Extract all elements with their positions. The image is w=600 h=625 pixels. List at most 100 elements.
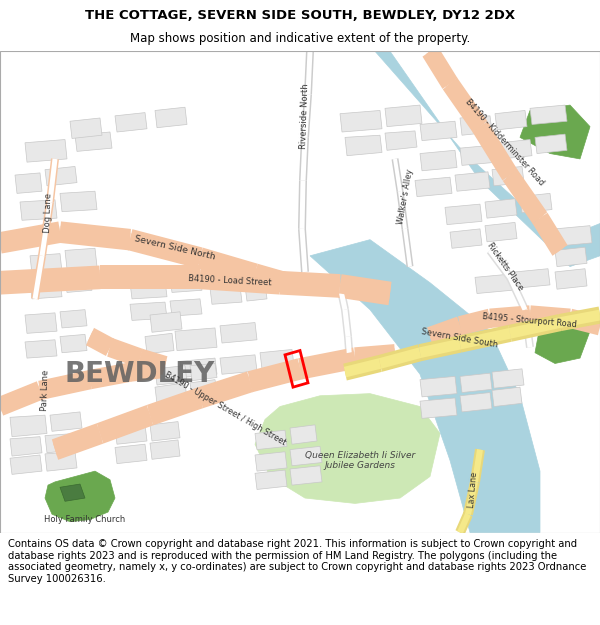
Polygon shape	[15, 173, 42, 193]
Polygon shape	[253, 268, 287, 289]
Polygon shape	[299, 181, 305, 229]
Polygon shape	[490, 306, 530, 328]
Polygon shape	[220, 355, 257, 374]
Polygon shape	[200, 270, 280, 290]
Polygon shape	[509, 318, 561, 339]
Polygon shape	[20, 200, 57, 220]
Polygon shape	[458, 325, 512, 352]
Polygon shape	[130, 363, 161, 378]
Polygon shape	[419, 339, 461, 358]
Polygon shape	[460, 373, 492, 392]
Polygon shape	[310, 239, 540, 532]
Polygon shape	[30, 281, 62, 299]
Polygon shape	[86, 328, 114, 356]
Polygon shape	[155, 107, 187, 127]
Text: Riverside North: Riverside North	[299, 83, 311, 149]
Polygon shape	[10, 437, 42, 456]
Polygon shape	[299, 352, 356, 375]
Text: Severn Side South: Severn Side South	[421, 328, 499, 350]
Polygon shape	[290, 425, 317, 444]
Polygon shape	[485, 222, 517, 242]
Polygon shape	[115, 444, 147, 464]
Polygon shape	[255, 394, 440, 503]
Polygon shape	[492, 166, 524, 186]
Polygon shape	[299, 137, 309, 181]
Polygon shape	[515, 269, 550, 288]
Polygon shape	[460, 392, 492, 412]
Text: Ricketts Place: Ricketts Place	[485, 241, 525, 292]
Polygon shape	[530, 105, 567, 124]
Polygon shape	[473, 121, 517, 181]
Polygon shape	[535, 318, 590, 364]
Polygon shape	[32, 256, 44, 299]
Polygon shape	[506, 172, 544, 221]
Polygon shape	[420, 150, 457, 171]
Polygon shape	[443, 78, 487, 132]
Polygon shape	[397, 191, 409, 229]
Polygon shape	[10, 455, 42, 474]
Polygon shape	[336, 285, 349, 311]
Polygon shape	[445, 204, 482, 224]
Polygon shape	[45, 434, 77, 453]
Polygon shape	[500, 139, 532, 159]
Polygon shape	[53, 428, 102, 456]
Polygon shape	[488, 249, 512, 279]
Polygon shape	[220, 322, 257, 343]
Polygon shape	[301, 138, 307, 181]
Polygon shape	[460, 145, 497, 166]
Polygon shape	[45, 452, 77, 471]
Polygon shape	[45, 471, 115, 522]
Polygon shape	[65, 275, 92, 292]
Polygon shape	[403, 229, 412, 267]
Polygon shape	[45, 166, 77, 186]
Polygon shape	[0, 385, 42, 412]
Polygon shape	[476, 124, 514, 178]
Text: Map shows position and indicative extent of the property.: Map shows position and indicative extent…	[130, 32, 470, 45]
Polygon shape	[523, 309, 532, 348]
Polygon shape	[459, 328, 511, 349]
Polygon shape	[301, 94, 312, 138]
Text: Lax Lane: Lax Lane	[467, 471, 479, 508]
Polygon shape	[0, 221, 62, 254]
Polygon shape	[70, 118, 102, 139]
Polygon shape	[128, 233, 202, 264]
Polygon shape	[463, 481, 480, 516]
Polygon shape	[255, 470, 287, 489]
Polygon shape	[245, 284, 267, 301]
Polygon shape	[145, 333, 174, 354]
Polygon shape	[492, 387, 522, 406]
Text: Queen Elizabeth Ii Silver
Jubilee Gardens: Queen Elizabeth Ii Silver Jubilee Garden…	[305, 451, 415, 470]
Polygon shape	[475, 274, 512, 294]
Polygon shape	[338, 274, 392, 305]
Polygon shape	[487, 248, 513, 280]
Polygon shape	[305, 51, 600, 267]
Polygon shape	[343, 309, 350, 337]
Polygon shape	[280, 271, 341, 298]
Polygon shape	[46, 158, 59, 202]
Polygon shape	[341, 309, 352, 337]
Polygon shape	[65, 248, 97, 269]
Polygon shape	[459, 313, 491, 331]
Polygon shape	[40, 201, 52, 256]
Polygon shape	[137, 349, 167, 375]
Text: THE COTTAGE, SEVERN SIDE SOUTH, BEWDLEY, DY12 2DX: THE COTTAGE, SEVERN SIDE SOUTH, BEWDLEY,…	[85, 9, 515, 22]
Polygon shape	[393, 159, 402, 192]
Polygon shape	[60, 484, 85, 501]
Polygon shape	[485, 199, 517, 218]
Polygon shape	[129, 359, 161, 382]
Polygon shape	[0, 270, 100, 290]
Polygon shape	[175, 328, 217, 351]
Polygon shape	[340, 111, 382, 132]
Polygon shape	[255, 430, 287, 449]
Polygon shape	[450, 229, 482, 248]
Polygon shape	[255, 452, 287, 471]
Polygon shape	[460, 116, 492, 135]
Polygon shape	[559, 306, 600, 331]
Polygon shape	[253, 264, 287, 293]
Polygon shape	[508, 276, 527, 311]
Polygon shape	[305, 51, 313, 94]
Polygon shape	[60, 334, 87, 352]
Polygon shape	[150, 422, 180, 441]
Text: Severn Side North: Severn Side North	[134, 234, 216, 262]
Polygon shape	[521, 309, 534, 348]
